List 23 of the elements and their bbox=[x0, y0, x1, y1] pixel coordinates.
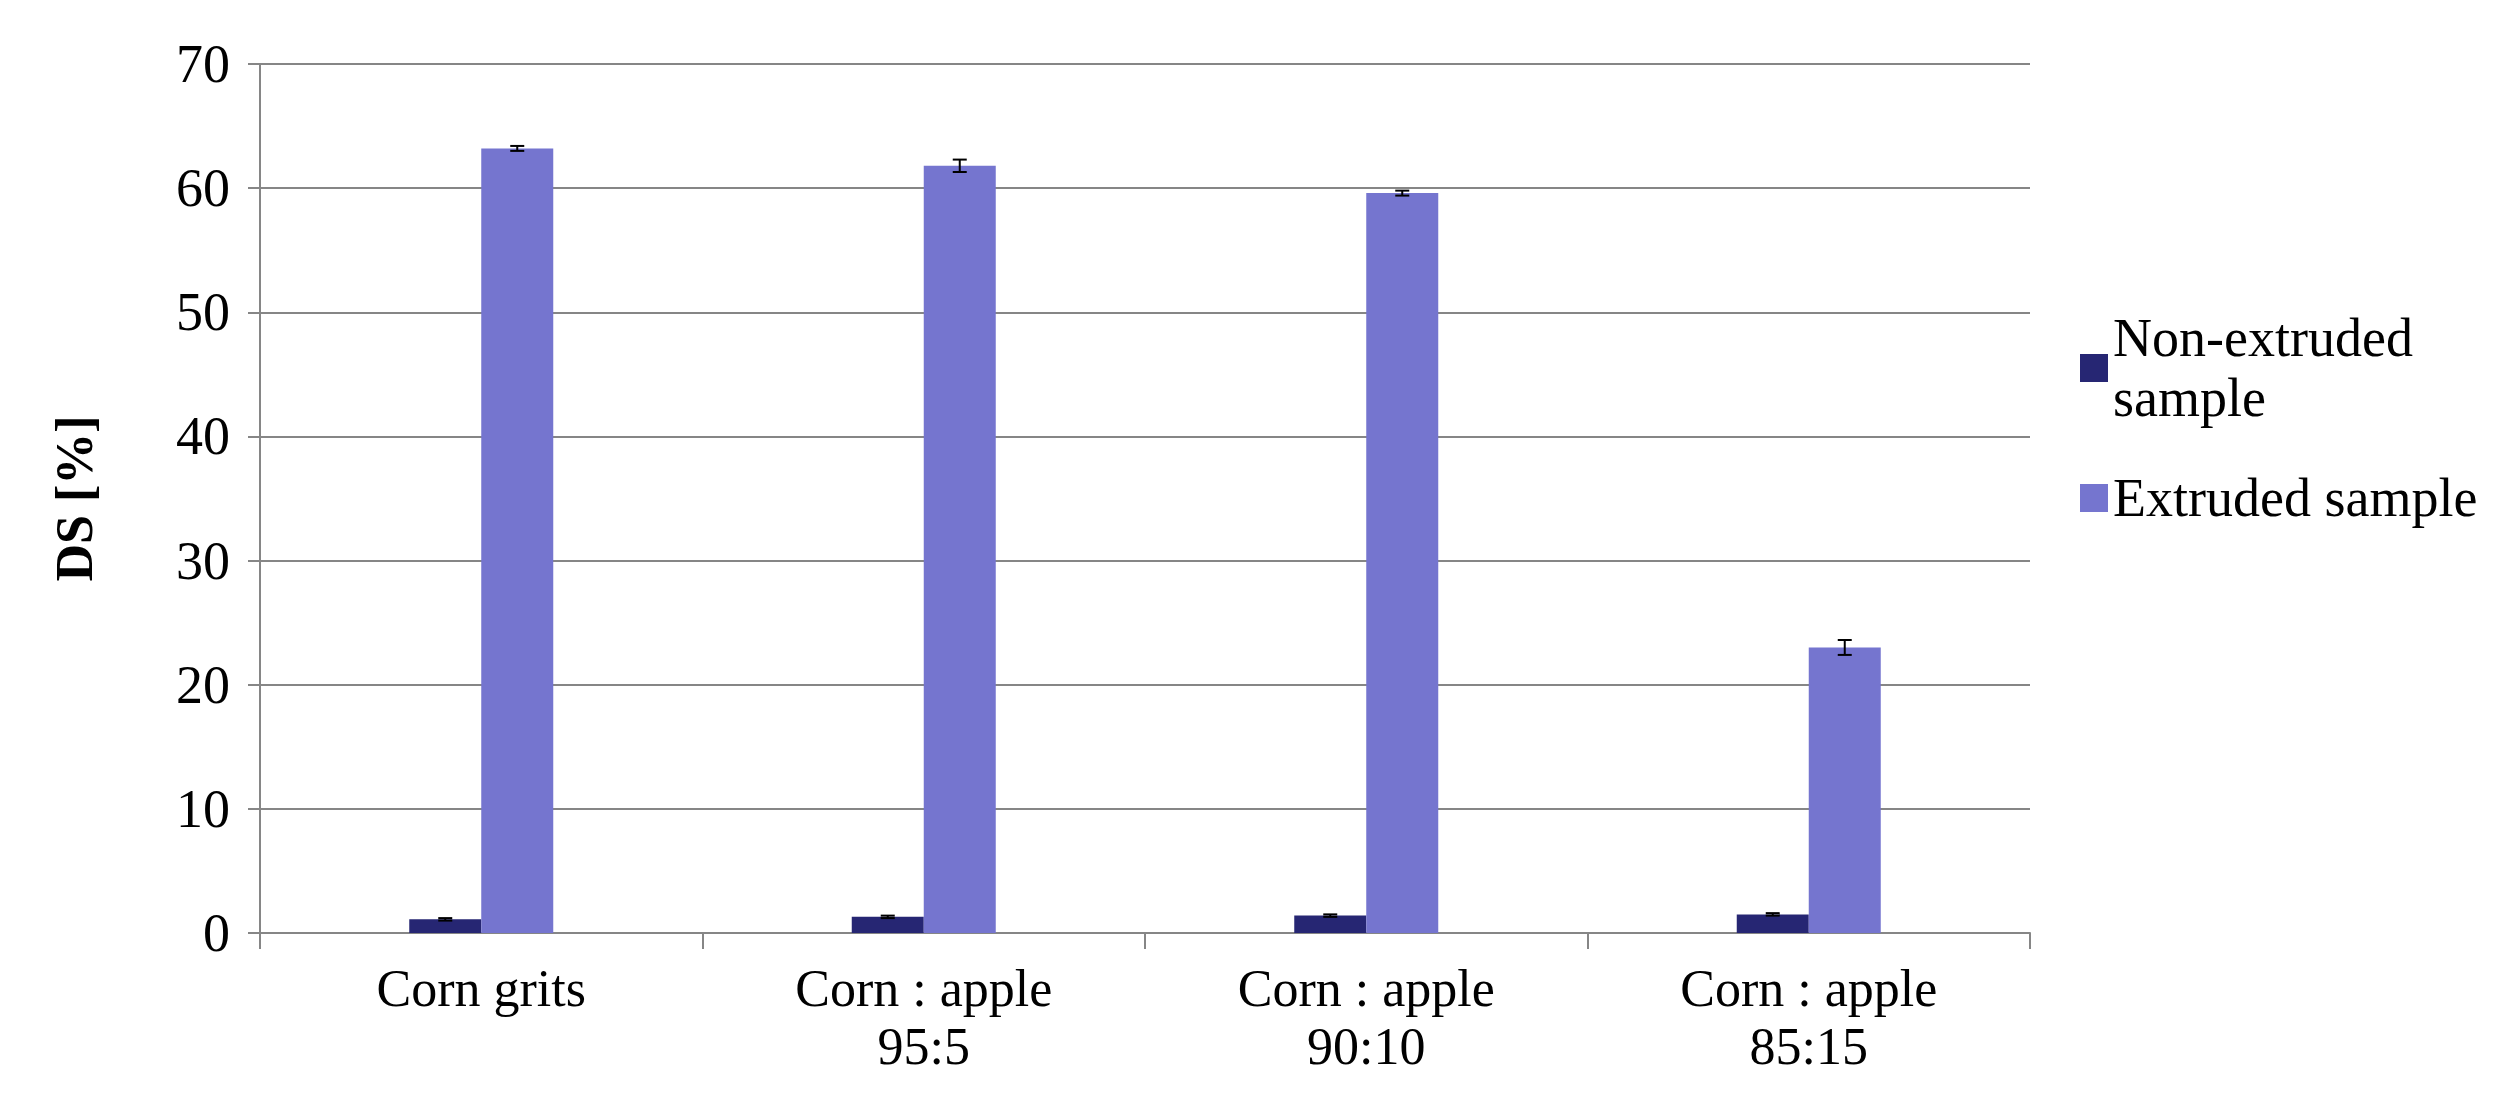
y-tick-label: 0 bbox=[203, 903, 230, 963]
y-tick-label: 20 bbox=[176, 654, 230, 715]
y-tick-label: 30 bbox=[176, 530, 230, 591]
x-tick-label: Corn grits bbox=[376, 959, 586, 1017]
bar bbox=[481, 148, 554, 933]
y-tick-label: 50 bbox=[176, 282, 230, 343]
x-tick-label: Corn : apple 85:15 bbox=[1680, 959, 1938, 1075]
legend-label: Non-extruded sample bbox=[2113, 308, 2427, 428]
bar bbox=[1294, 915, 1367, 933]
y-axis-title: DS [%] bbox=[45, 415, 103, 582]
bar bbox=[1366, 193, 1439, 933]
y-tick-label: 60 bbox=[176, 158, 230, 219]
bar bbox=[923, 165, 996, 933]
bar bbox=[1808, 647, 1881, 933]
y-tick-label: 40 bbox=[176, 406, 230, 467]
x-tick-label: Corn : apple 95:5 bbox=[795, 959, 1053, 1075]
legend-label: Extruded sample bbox=[2113, 468, 2478, 528]
bar bbox=[1736, 914, 1809, 933]
y-tick-label: 10 bbox=[176, 778, 230, 839]
bar bbox=[409, 919, 482, 933]
y-tick-label: 70 bbox=[176, 34, 230, 94]
bar bbox=[851, 916, 924, 933]
x-tick-label: Corn : apple 90:10 bbox=[1237, 959, 1495, 1075]
